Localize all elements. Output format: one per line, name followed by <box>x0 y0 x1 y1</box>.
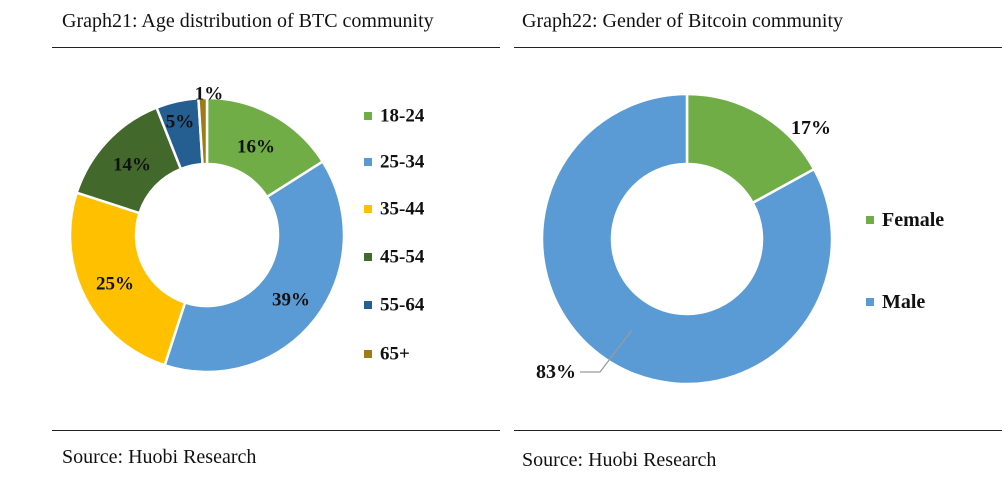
age-source-rule <box>52 430 500 431</box>
slice-male <box>540 92 834 386</box>
data-label-female: 17% <box>791 117 831 139</box>
gender-chart-source: Source: Huobi Research <box>522 449 717 471</box>
age-title-rule <box>52 47 500 48</box>
gender-title-rule <box>514 47 1002 48</box>
gender-chart-title: Graph22: Gender of Bitcoin community <box>522 10 844 32</box>
data-label-45-54: 14% <box>113 155 151 176</box>
legend-label-45-54: 45-54 <box>380 247 425 268</box>
age-chart-panel: Graph21: Age distribution of BTC communi… <box>0 0 500 499</box>
legend-swatch-18-24 <box>364 112 372 120</box>
gender-chart-panel: Graph22: Gender of Bitcoin community 17%… <box>510 0 1002 499</box>
leader-line-male <box>580 329 633 373</box>
legend-swatch-male <box>866 298 874 306</box>
legend-label-male: Male <box>882 291 925 313</box>
data-label-35-44: 25% <box>96 274 134 295</box>
legend-label-25-34: 25-34 <box>380 152 425 173</box>
age-chart-source: Source: Huobi Research <box>62 446 257 468</box>
data-label-25-34: 39% <box>272 290 310 311</box>
gender-source-rule <box>514 430 1002 431</box>
slice-65 <box>197 96 209 166</box>
legend-label-female: Female <box>882 209 944 231</box>
data-label-65: 1% <box>195 84 224 105</box>
legend-label-65: 65+ <box>380 344 410 365</box>
data-label-18-24: 16% <box>237 137 275 158</box>
data-label-55-64: 5% <box>166 112 195 133</box>
slice-35-44 <box>68 191 187 367</box>
legend-swatch-female <box>866 216 874 224</box>
data-label-male: 83% <box>536 361 576 383</box>
legend-swatch-35-44 <box>364 205 372 213</box>
legend-swatch-55-64 <box>364 301 372 309</box>
age-chart-title: Graph21: Age distribution of BTC communi… <box>62 10 434 32</box>
legend-label-55-64: 55-64 <box>380 295 425 316</box>
legend-swatch-65 <box>364 350 372 358</box>
legend-label-18-24: 18-24 <box>380 106 425 127</box>
legend-swatch-45-54 <box>364 253 372 261</box>
legend-swatch-25-34 <box>364 158 372 166</box>
age-donut-chart: 16% 39% 25% 14% 5%1% 18-24 25-34 35-44 45-54 55-6… <box>68 84 425 374</box>
slice-25-34 <box>163 159 346 374</box>
legend-label-35-44: 35-44 <box>380 199 425 220</box>
gender-donut-chart: 17% 83% Female Male <box>536 92 944 386</box>
